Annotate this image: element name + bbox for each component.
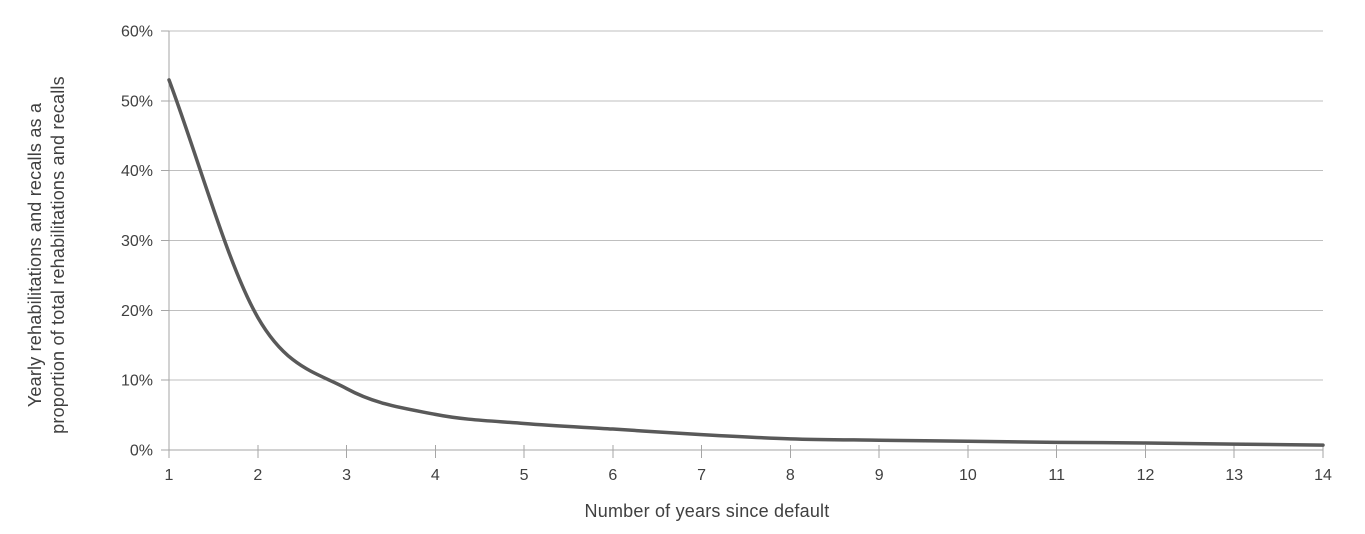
x-tick-label: 9 [875,467,884,484]
x-tick-label: 13 [1225,467,1243,484]
y-tick-label: 10% [121,373,153,390]
series-line [167,78,1325,447]
y-tick-label: 0% [130,443,153,460]
x-tick-label: 1 [165,467,174,484]
y-tick-label: 60% [121,24,153,41]
x-tick-label: 8 [786,467,795,484]
x-tick-label: 12 [1137,467,1155,484]
x-tick-label: 5 [520,467,529,484]
y-tick-label: 50% [121,93,153,110]
x-tick-label: 6 [608,467,617,484]
y-tick-label: 40% [121,163,153,180]
x-tick-label: 2 [253,467,262,484]
x-tick-label: 14 [1314,467,1332,484]
x-tick-label: 11 [1048,467,1065,484]
x-tick-label: 3 [342,467,351,484]
x-axis-title: Number of years since default [584,501,830,521]
x-tick-label: 7 [697,467,706,484]
x-tick-label: 10 [959,467,977,484]
y-tick-label: 20% [121,303,153,320]
y-axis-title: Yearly rehabilitations and recalls as a … [24,25,70,485]
y-axis-title-line2: proportion of total rehabilitations and … [48,76,68,434]
y-axis-title-line1: Yearly rehabilitations and recalls as a [25,102,45,408]
y-tick-label: 30% [121,233,153,250]
x-tick-label: 4 [431,467,440,484]
